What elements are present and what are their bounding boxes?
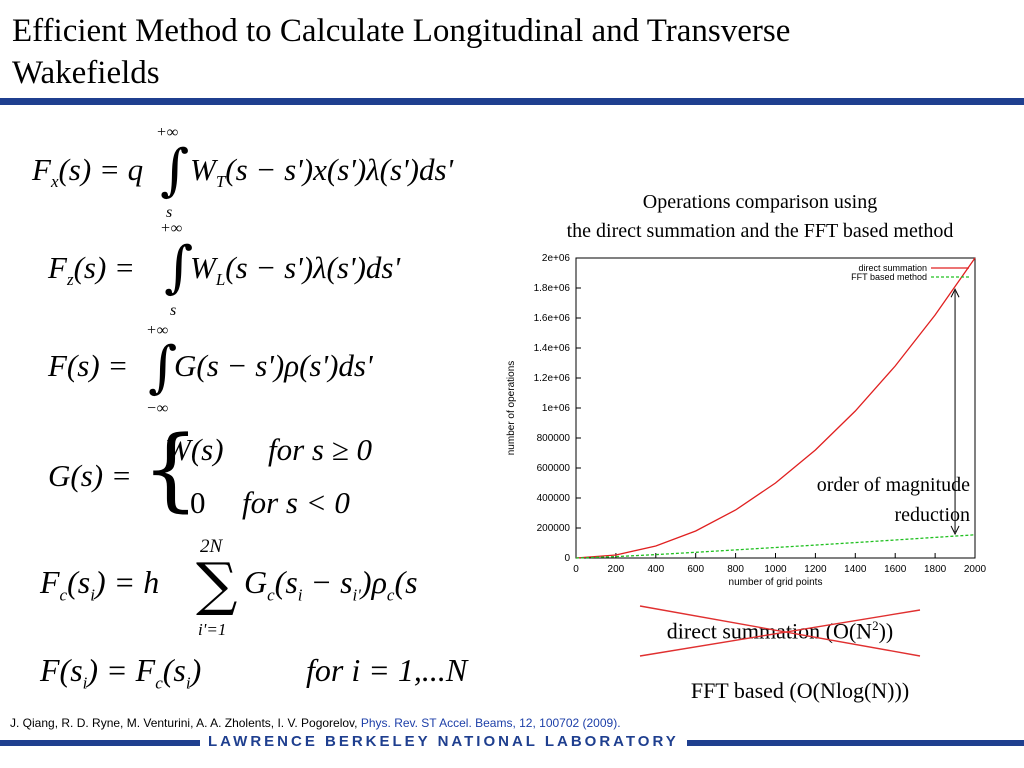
x-tick-label: 1200 [804,564,827,575]
cross-line-2 [639,609,921,657]
y-tick-label: 1.4e+06 [534,343,571,354]
direct-summation-label: direct summation (O(N2)) [666,618,894,644]
eq4-lhs: G(s) = [48,458,132,493]
eq5-lower-limit: i'=1 [198,620,227,639]
reference-authors: J. Qiang, R. D. Ryne, M. Venturini, A. A… [10,716,361,730]
reference-journal-link[interactable]: Phys. Rev. ST Accel. Beams, 12, 100702 (… [360,716,621,730]
eq2-upper-limit: +∞ [160,220,183,237]
eq5-sum-sign: ∑ [196,550,238,618]
eq2-integral-sign: ∫ [164,235,194,300]
eq4-brace: { [142,417,200,522]
y-tick-label: 400000 [537,493,571,504]
x-tick-label: 400 [647,564,664,575]
y-tick-label: 200000 [537,523,571,534]
eq2-lower-limit: s [170,302,177,319]
chart-caption-line2: the direct summation and the FFT based m… [566,220,954,242]
eq5-upper-limit: 2N [200,536,223,557]
operations-chart: 0 200 400 600 800 1000 1200 1400 1600 1800 2000 0 20… [506,253,987,588]
eq1-lower-limit: s [166,204,173,221]
x-tick-label: 1400 [844,564,867,575]
chart-caption-line1: Operations comparison using [642,191,878,213]
reduction-arrow-head-top [950,288,960,298]
footer-lab-name: LAWRENCE BERKELEY NATIONAL LABORATORY [200,733,687,750]
eq5-summand: Gc(si − si')ρc(s [244,564,418,605]
x-tick-label: 2000 [964,564,987,575]
x-tick-label: 200 [608,564,625,575]
eq4-case2-value: 0 [190,485,206,520]
eq1-lhs: Fx(s) = q [32,152,144,192]
eq4-case2-condition: for s < 0 [242,485,350,520]
x-axis-label: number of grid points [729,577,823,588]
fft-based-label: FFT based (O(Nlog(N))) [690,678,910,703]
eq5-lhs: Fc(si) = h [40,564,160,605]
title-divider [0,98,1024,105]
y-tick-label: 1.8e+06 [534,283,571,294]
direct-summation-cross [639,605,921,657]
eq3-lhs: F(s) = [48,348,129,383]
eq3-upper-limit: +∞ [146,322,169,339]
chart-annotation: order of magnitude reduction [740,470,970,530]
y-tick-label: 1.2e+06 [534,373,571,384]
y-tick-label: 600000 [537,463,571,474]
x-tick-label: 800 [727,564,744,575]
x-tick-label: 1800 [924,564,947,575]
series-line-direct-summation [575,257,976,559]
reduction-arrow-head-bottom [950,525,960,536]
y-tick-label: 2e+06 [542,253,571,264]
eq1-integral-sign: ∫ [160,138,190,203]
annotation-line1: order of magnitude [816,474,970,496]
slide-title: Efficient Method to Calculate Longitudin… [12,13,791,91]
reference: J. Qiang, R. D. Ryne, M. Venturini, A. A… [10,716,621,730]
x-tick-label: 1000 [764,564,787,575]
eq6-condition: for i = 1,...N [306,652,468,688]
eq1-upper-limit: +∞ [156,124,179,141]
eq4-case1-value: W(s) [165,432,224,467]
y-tick-label: 800000 [537,433,571,444]
y-tick-label: 0 [564,553,570,564]
y-axis-label: number of operations [506,361,517,456]
y-tick-label: 1.6e+06 [534,313,571,324]
eq3-lower-limit: −∞ [146,400,169,417]
eq3-integral-sign: ∫ [148,335,178,400]
eq2-integrand: WL(s − s')λ(s')ds' [190,250,401,290]
x-tick-label: 0 [573,564,579,575]
x-tick-label: 1600 [884,564,907,575]
x-tick-label: 600 [687,564,704,575]
eq4-case1-condition: for s ≥ 0 [268,432,373,467]
annotation-line2: reduction [894,504,970,526]
eq1-integrand: WT(s − s')x(s')λ(s')ds' [190,152,454,192]
eq3-integrand: G(s − s')ρ(s')ds' [174,348,373,383]
eq2-lhs: Fz(s) = [48,250,135,290]
cross-line-1 [639,605,921,657]
legend-label: direct summation [858,263,927,273]
series-line-fft-based [575,534,976,559]
legend-label: FFT based method [851,272,927,282]
eq6-lhs: F(si) = Fc(si) [40,652,202,693]
y-tick-label: 1e+06 [542,403,571,414]
